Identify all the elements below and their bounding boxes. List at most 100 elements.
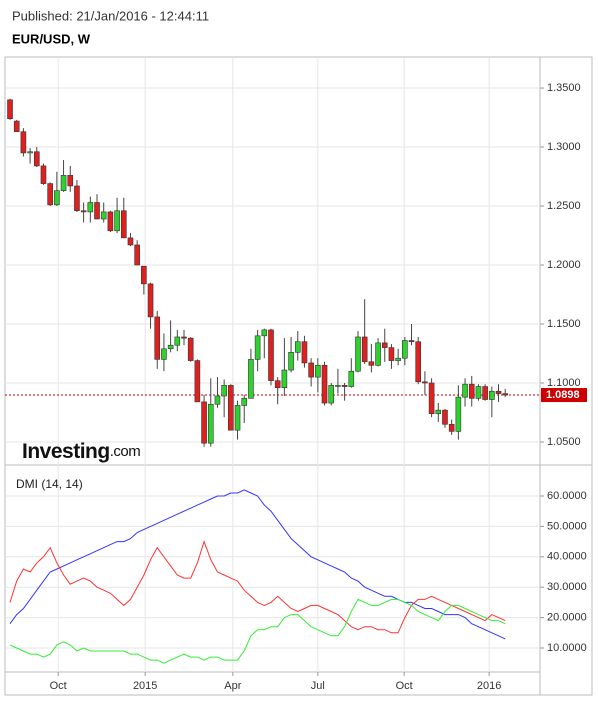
y-tick-label: 1.3500: [547, 82, 581, 94]
y-tick-label: 1.2000: [547, 259, 581, 271]
candle-body: [20, 131, 27, 154]
candle-body: [315, 365, 321, 378]
candle-body: [187, 337, 194, 361]
candle-body: [268, 329, 274, 381]
candle-body: [228, 385, 234, 431]
candle-body: [47, 183, 53, 206]
candle-body: [241, 398, 248, 406]
candle-body: [13, 120, 20, 132]
logo-suffix: .com: [110, 443, 141, 460]
candle-body: [174, 336, 181, 346]
x-tick-label: Apr: [224, 680, 241, 692]
candle-body: [33, 151, 40, 167]
candle-body: [167, 344, 174, 350]
y-tick-label: 60.0000: [547, 490, 587, 502]
candle-body: [54, 190, 60, 206]
y-tick-label: 50.0000: [547, 520, 587, 532]
candle-body: [301, 341, 308, 364]
candle-body: [321, 365, 328, 404]
candle-body: [114, 210, 120, 232]
y-tick-label: 30.0000: [547, 581, 587, 593]
dmi-line: [9, 489, 506, 640]
logo-name: Investing: [22, 440, 110, 463]
candle-body: [261, 329, 268, 337]
candle-body: [141, 265, 147, 285]
candle-body: [7, 99, 13, 120]
y-tick-label: 1.1500: [547, 318, 581, 330]
candle-body: [468, 383, 475, 399]
candle-body: [355, 336, 361, 372]
candle-body: [80, 210, 87, 213]
candle-body: [294, 341, 301, 353]
candle-body: [288, 352, 294, 371]
candle-body: [74, 185, 80, 212]
candle-body: [147, 283, 154, 318]
y-tick-label: 1.0500: [547, 436, 581, 448]
candle-body: [100, 211, 107, 220]
candle-body: [422, 381, 428, 384]
candle-body: [381, 342, 388, 348]
candle-body: [402, 340, 408, 359]
candle-body: [368, 361, 375, 366]
candle-body: [201, 401, 207, 444]
y-tick-label: 40.0000: [547, 551, 587, 563]
y-tick-label: 1.2500: [547, 200, 581, 212]
candle-body: [161, 348, 167, 360]
candle-body: [361, 336, 368, 363]
candle-body: [60, 175, 67, 191]
last-price-label: 1.0898: [546, 389, 580, 401]
candle-body: [502, 393, 509, 396]
candle-body: [248, 359, 254, 399]
candle-body: [120, 210, 127, 239]
candle-body: [495, 390, 502, 394]
candle-body: [274, 380, 281, 389]
candle-body: [181, 336, 187, 339]
candle-body: [134, 244, 140, 266]
last-price-box: [541, 388, 587, 403]
candle-body: [207, 403, 214, 444]
dmi-line: [9, 598, 506, 664]
candle-body: [308, 362, 314, 378]
x-tick-label: 2015: [133, 680, 157, 692]
frame: [4, 56, 593, 696]
candle-body: [435, 409, 442, 414]
dmi-line: [9, 540, 506, 634]
x-tick-label: 2016: [477, 680, 501, 692]
x-tick-label: Jul: [311, 680, 325, 692]
candle-body: [214, 395, 221, 405]
candle-body: [94, 202, 100, 220]
plots: 1.0500 1.1000 1.1500 1.2000 1.2500 1.3000 1.35…: [5, 57, 587, 692]
candle-body: [388, 347, 395, 361]
x-tick-label: Oct: [50, 680, 67, 692]
candle-body: [482, 386, 488, 400]
candle-body: [234, 405, 241, 431]
candle-body: [107, 211, 114, 232]
candle-body: [395, 357, 401, 361]
y-tick-label: 10.0000: [547, 642, 587, 654]
candle-body: [281, 369, 288, 389]
candle-body: [489, 390, 495, 400]
candle-body: [335, 385, 341, 387]
indicator-title: DMI (14, 14): [16, 477, 83, 491]
candle-body: [428, 382, 435, 414]
candle-body: [27, 151, 33, 154]
candle-body: [127, 237, 134, 246]
candle-body: [375, 342, 381, 366]
candle-body: [194, 360, 201, 403]
candle-body: [448, 423, 455, 432]
candle-body: [455, 396, 462, 432]
candle-body: [341, 385, 348, 387]
candle-body: [462, 383, 468, 398]
logo: Investing.com: [22, 440, 140, 463]
candle-body: [221, 385, 227, 397]
candle-body: [328, 385, 335, 404]
y-tick-label: 1.3000: [547, 141, 581, 153]
y-tick-label: 1.1000: [547, 377, 581, 389]
y-tick-label: 20.0000: [547, 611, 587, 623]
candle-body: [442, 409, 448, 425]
candle-body: [408, 340, 415, 343]
candle-body: [415, 341, 422, 383]
candle-body: [348, 370, 355, 387]
